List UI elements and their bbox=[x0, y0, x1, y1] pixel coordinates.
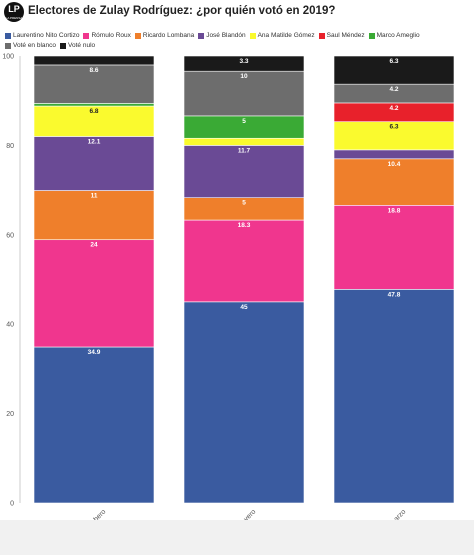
bar-segment bbox=[183, 70, 305, 117]
data-label: 3.3 bbox=[239, 58, 248, 65]
legend-label: José Blandón bbox=[206, 32, 246, 39]
legend-label: Rómulo Roux bbox=[91, 32, 131, 39]
bar-segment bbox=[333, 289, 455, 504]
legend-label: Voté en blanco bbox=[13, 42, 57, 49]
data-label: 34.9 bbox=[88, 349, 101, 356]
y-tick-label: 80 bbox=[6, 143, 14, 150]
legend-swatch bbox=[5, 42, 11, 49]
legend-item[interactable]: Voté en blanco bbox=[5, 41, 56, 50]
bar-segment bbox=[33, 136, 155, 191]
bar-segment bbox=[333, 204, 455, 290]
legend-item[interactable]: Saul Méndez bbox=[318, 31, 365, 40]
legend-label: Marco Ameglio bbox=[376, 32, 420, 39]
y-tick-label: 60 bbox=[6, 232, 14, 239]
legend-item[interactable]: Ana Matilde Gómez bbox=[249, 31, 315, 40]
bar-segment bbox=[183, 137, 305, 146]
bar-segment bbox=[333, 121, 455, 151]
data-label: 5 bbox=[242, 200, 246, 207]
legend-swatch bbox=[134, 32, 141, 39]
bar-segment bbox=[33, 190, 155, 241]
y-tick-label: 100 bbox=[2, 54, 14, 61]
data-label: 18.8 bbox=[388, 207, 401, 214]
data-label: 8.6 bbox=[89, 67, 98, 74]
data-label: 6.8 bbox=[89, 108, 98, 115]
data-label: 4.2 bbox=[389, 105, 398, 112]
legend-item[interactable]: Voté nulo bbox=[60, 41, 95, 50]
bar-segment bbox=[183, 145, 305, 198]
legend-label: Ana Matilde Gómez bbox=[257, 32, 315, 39]
logo-subtext: LA PRENSA bbox=[5, 16, 23, 20]
brand-logo: LP LA PRENSA bbox=[4, 2, 24, 22]
data-label: 6.3 bbox=[389, 58, 398, 65]
bar-segment bbox=[33, 239, 155, 348]
chart-legend: Laurentino Nito Cortizo Rómulo Roux Ricard… bbox=[5, 31, 467, 50]
bar-segment bbox=[33, 105, 155, 137]
data-label: 4.2 bbox=[389, 86, 398, 93]
bar-segment bbox=[33, 64, 155, 104]
bar-segment bbox=[333, 158, 455, 206]
data-label: 18.3 bbox=[238, 222, 251, 229]
legend-item[interactable]: Rómulo Roux bbox=[83, 31, 131, 40]
data-label: 24 bbox=[90, 242, 98, 249]
data-label: 47.8 bbox=[388, 291, 401, 298]
y-tick-label: 0 bbox=[10, 501, 14, 508]
footer-band bbox=[0, 520, 474, 555]
legend-swatch bbox=[198, 32, 205, 39]
bar-segment bbox=[183, 55, 305, 72]
legend-label: Ricardo Lombana bbox=[142, 32, 195, 39]
chart-title: Electores de Zulay Rodríguez: ¿por quién… bbox=[28, 5, 336, 17]
bar-segment bbox=[333, 55, 455, 85]
legend-swatch bbox=[83, 32, 90, 39]
bar-segment bbox=[183, 301, 305, 504]
legend-swatch bbox=[368, 32, 375, 39]
data-label: 10 bbox=[240, 73, 248, 80]
legend-label: Saul Méndez bbox=[326, 32, 365, 39]
y-tick-label: 20 bbox=[6, 411, 14, 418]
legend-swatch bbox=[318, 32, 325, 39]
data-label: 10.4 bbox=[388, 161, 401, 168]
data-label: 6.3 bbox=[389, 124, 398, 131]
legend-item[interactable]: Laurentino Nito Cortizo bbox=[5, 31, 79, 40]
bar-segment bbox=[33, 103, 155, 107]
data-label: 45 bbox=[240, 304, 248, 311]
legend-swatch bbox=[249, 32, 256, 39]
bar-segment bbox=[183, 219, 305, 303]
data-label: 12.1 bbox=[88, 138, 101, 145]
data-label: 11 bbox=[91, 193, 98, 200]
legend-swatch bbox=[60, 42, 67, 49]
bar-segment bbox=[333, 149, 455, 160]
legend-label: Laurentino Nito Cortizo bbox=[13, 32, 80, 39]
legend-swatch bbox=[5, 32, 11, 39]
legend-item[interactable]: Ricardo Lombana bbox=[134, 31, 195, 40]
data-label: 5 bbox=[242, 118, 246, 125]
y-tick-label: 40 bbox=[6, 322, 14, 329]
legend-label: Voté nulo bbox=[68, 42, 96, 49]
legend-item[interactable]: Marco Ameglio bbox=[368, 31, 420, 40]
logo-text: LP bbox=[8, 4, 20, 14]
legend-item[interactable]: José Blandón bbox=[198, 31, 246, 40]
data-label: 11.7 bbox=[238, 147, 251, 154]
bar-segment bbox=[33, 346, 155, 504]
bar-segment bbox=[33, 55, 155, 66]
